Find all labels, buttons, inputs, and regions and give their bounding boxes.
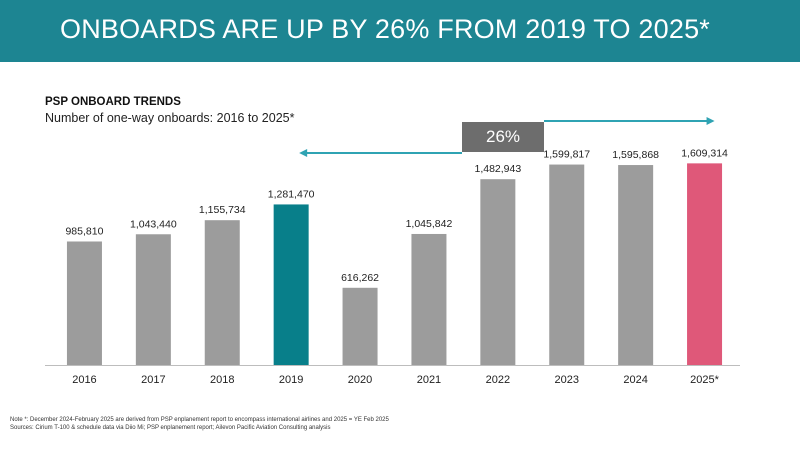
growth-percent-box: 26% <box>462 122 544 152</box>
bar-2024 <box>618 165 654 365</box>
x-tick-label: 2018 <box>210 374 234 386</box>
bar-2021 <box>411 233 447 365</box>
x-tick-label: 2016 <box>72 374 96 386</box>
bar-value-label: 616,262 <box>341 272 379 284</box>
bar-2018 <box>204 220 240 365</box>
sources-note: Sources: Cirium T-100 & schedule data vi… <box>10 425 331 431</box>
bar-2019 <box>273 204 309 365</box>
bar-value-label: 1,281,470 <box>268 188 315 200</box>
bar-2020 <box>342 287 378 365</box>
growth-arrows <box>299 117 715 157</box>
bar-value-label: 1,609,314 <box>681 147 728 159</box>
bar-2023 <box>549 164 585 365</box>
bar-value-label: 1,045,842 <box>406 218 453 230</box>
bar-value-label: 1,599,817 <box>543 149 590 161</box>
x-tick-label: 2024 <box>623 374 647 386</box>
bar-2017 <box>135 234 171 365</box>
x-tick-label: 2021 <box>417 374 441 386</box>
x-tick-label: 2017 <box>141 374 165 386</box>
x-tick-label: 2022 <box>486 374 510 386</box>
page-title: ONBOARDS ARE UP BY 26% FROM 2019 TO 2025… <box>60 14 710 44</box>
bar-value-label: 1,043,440 <box>130 218 177 230</box>
arrow-to-2019-head <box>299 149 308 157</box>
bar-2016 <box>66 241 102 365</box>
x-tick-label: 2020 <box>348 374 372 386</box>
footnote: Note *: December 2024-February 2025 are … <box>10 417 389 423</box>
bar-value-label: 1,482,943 <box>474 163 521 175</box>
arrow-to-2025-head <box>706 117 715 125</box>
x-tick-label: 2019 <box>279 374 303 386</box>
bar-2022 <box>480 179 516 365</box>
bar-2025 <box>687 163 723 365</box>
x-tick-label: 2025* <box>690 374 719 386</box>
growth-percent-label: 26% <box>485 127 521 146</box>
chart-subtitle: Number of one-way onboards: 2016 to 2025… <box>45 111 295 125</box>
title-banner: ONBOARDS ARE UP BY 26% FROM 2019 TO 2025… <box>0 0 800 62</box>
bar-value-label: 1,155,734 <box>199 204 246 216</box>
x-tick-label: 2023 <box>555 374 579 386</box>
bars-layer: 985,810 2016 1,043,440 2017 1,155,734 2018 1,2… <box>45 147 740 386</box>
bar-value-label: 1,595,868 <box>612 149 659 161</box>
chart-title: PSP ONBOARD TRENDS <box>45 96 181 108</box>
bar-value-label: 985,810 <box>65 225 103 237</box>
